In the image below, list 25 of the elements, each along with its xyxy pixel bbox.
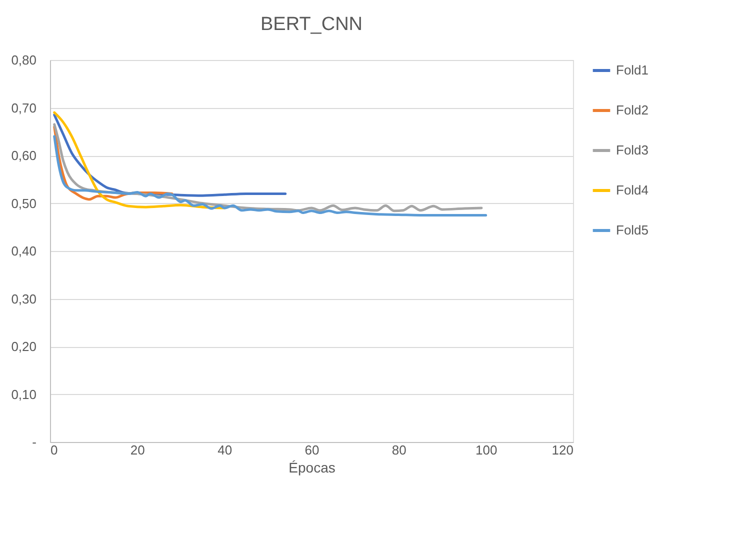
y-tick-label: 0,10 [11, 386, 36, 402]
y-tick-label: - [32, 434, 36, 450]
legend-label: Fold5 [616, 222, 649, 238]
y-tick-label: 0,30 [11, 291, 36, 306]
line-series [53, 135, 488, 216]
y-tick-label: 0,60 [11, 148, 36, 163]
line-series [53, 111, 226, 210]
legend-label: Fold3 [616, 142, 649, 158]
y-tick-label: 0,50 [11, 196, 36, 211]
x-tick-label: 40 [218, 442, 232, 458]
y-tick-label: 0,80 [11, 52, 36, 68]
chart-title: BERT_CNN [260, 14, 363, 35]
x-tick-label: 100 [475, 442, 498, 458]
x-tick-label: 20 [130, 442, 145, 458]
y-tick-label: 0,40 [11, 244, 36, 258]
x-tick-label: 80 [392, 442, 406, 458]
x-axis-title: Épocas [288, 460, 336, 476]
legend-label: Fold1 [616, 62, 649, 78]
x-tick-label: 0 [50, 442, 58, 458]
y-tick-label: 0,20 [11, 339, 36, 354]
legend-label: Fold4 [616, 182, 649, 198]
y-tick-label: 0,70 [11, 100, 36, 116]
x-tick-label: 120 [552, 442, 574, 458]
x-tick-label: 60 [304, 442, 320, 458]
legend-label: Fold2 [616, 102, 649, 118]
